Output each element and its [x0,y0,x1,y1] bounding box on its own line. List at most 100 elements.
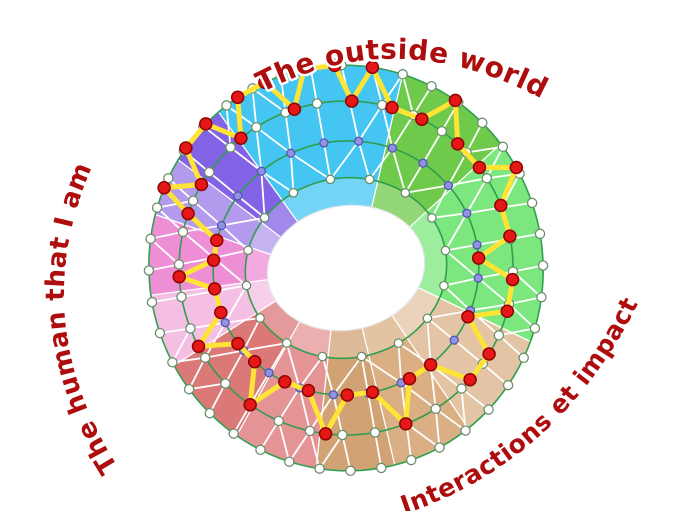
highlight-node [415,112,429,126]
highlight-node [423,358,438,372]
highlight-node [214,305,228,320]
highlight-node [297,62,311,77]
mesh-line [361,355,402,384]
mesh-line [224,285,248,324]
highlight-node [505,272,520,287]
ring1-node [173,259,185,270]
mesh-line [255,127,263,172]
ring1-node [493,330,505,341]
ring0-node [154,327,166,339]
ring3-node [288,187,299,198]
mesh-line [391,114,415,149]
mesh-line [482,363,509,386]
mesh-line [242,317,261,351]
ring0-node [145,233,156,245]
mesh-line [444,249,479,279]
mesh-line [445,244,478,252]
mesh-line [357,104,383,142]
ring3-node [356,351,367,362]
mesh-line [225,105,232,148]
label-human-that-i-am: The human that I am [41,158,124,479]
ring0-node [476,117,488,129]
mesh-line [426,317,455,341]
mesh-line [156,199,194,209]
ring1-node [304,425,316,437]
highlight-node [402,371,417,386]
mesh-line [209,383,227,414]
mesh-line [460,387,490,411]
mesh-line [357,140,371,180]
ring2-node [264,368,274,378]
mesh-line [284,112,292,154]
mesh-line [444,212,468,251]
mesh-line [401,74,415,116]
mesh-line [405,184,449,194]
mesh-line [448,177,487,187]
ring2-node [233,191,243,201]
mesh-line [208,171,239,197]
mesh-line [329,140,360,180]
ring1-node [456,383,467,394]
ring0-node [183,383,195,395]
mesh-line [434,408,441,448]
mesh-line [237,195,266,219]
donut-hole [267,204,425,332]
mesh-line [213,249,249,259]
mesh-line [397,343,403,383]
mesh-line [255,126,292,154]
ring1-node [251,121,262,133]
mesh-line [277,420,291,462]
mesh-line [426,318,432,365]
mesh-line [171,328,192,363]
ring2-node [286,148,296,158]
ring0-node [376,462,387,474]
mesh-line [374,432,383,469]
ring3-node [364,174,375,185]
highlight-node [450,137,465,151]
mesh-line [259,420,280,451]
mesh-line [460,388,467,431]
mesh-line [156,207,184,233]
highlight-node [258,75,272,90]
ring1-node [185,323,196,334]
ring0-node [536,291,547,303]
mesh-line [332,356,363,396]
ring2-node [387,143,398,153]
ring0-node [167,357,178,368]
mesh-line [290,152,331,181]
highlight-node [207,282,222,296]
mesh-line [316,103,325,144]
mesh-line [190,321,226,330]
highlight-node [318,427,333,441]
mesh-line [192,200,223,227]
highlight-node [327,58,342,73]
mesh-line [367,392,376,433]
ring3-node [241,280,252,291]
mesh-line [204,322,226,359]
mesh-line [477,277,510,305]
highlight-node [181,206,195,221]
highlight-node [243,398,257,412]
ring2-node [220,318,230,328]
mesh-line [182,231,215,259]
highlight-path-layer [157,58,524,441]
ring3-node [440,245,451,256]
mesh-line [435,408,467,432]
ring0-node [397,69,408,80]
ring0-node [534,228,546,240]
ring2-node [473,273,483,283]
ring1-node [177,226,189,238]
mesh-line [188,357,207,390]
mesh-line [289,153,295,193]
ring0-node [143,265,155,276]
mesh-line [429,364,437,409]
mesh-line [309,394,335,432]
mesh-line [243,342,287,352]
mesh-line [341,434,352,471]
mesh-line [453,339,484,365]
highlight-node [278,375,292,389]
ring3-node [439,280,449,291]
mesh-line [251,88,258,128]
mesh-line [285,342,301,389]
